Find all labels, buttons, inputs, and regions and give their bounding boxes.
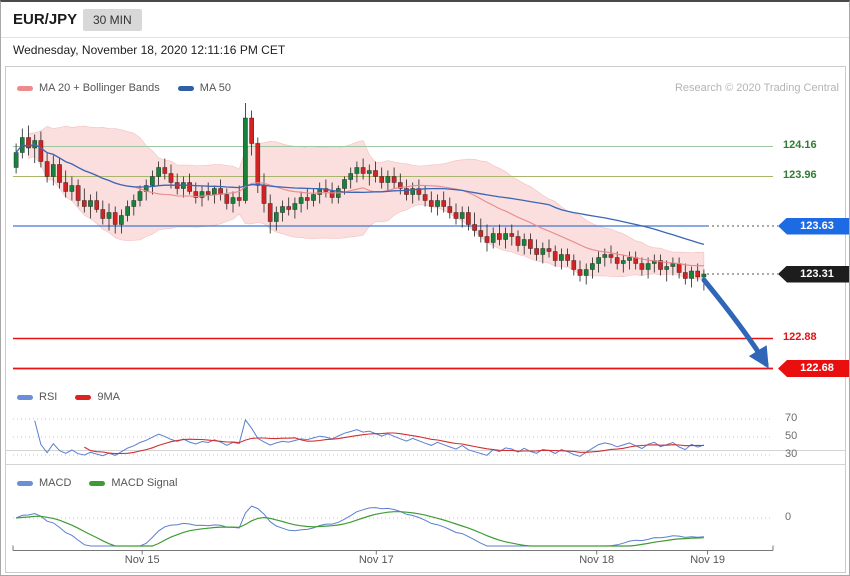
timeframe-badge[interactable]: 30 MIN (83, 9, 142, 31)
main-price-chart (13, 103, 778, 370)
chart-datetime: Wednesday, November 18, 2020 12:11:16 PM… (13, 43, 286, 57)
legend-item-macd: MACD (17, 477, 71, 489)
research-watermark: Research © 2020 Trading Central (674, 82, 839, 94)
x-axis (12, 545, 774, 555)
header: EUR/JPY 30 MIN (1, 2, 849, 38)
symbol-title: EUR/JPY (13, 11, 78, 28)
ma50-swatch-icon (177, 85, 194, 91)
chart-frame (5, 66, 846, 573)
legend-item-macd-signal: MACD Signal (89, 477, 177, 489)
legend-label-9ma: 9MA (97, 391, 120, 403)
rsi-9ma-swatch-icon (75, 394, 92, 400)
main-chart-legend: MA 20 + Bollinger Bands MA 50 (17, 82, 231, 94)
macd-panel-chart (13, 505, 773, 547)
legend-item-ma50: MA 50 (177, 82, 231, 94)
legend-item-rsi: RSI (17, 391, 57, 403)
rsi-swatch-icon (17, 394, 33, 400)
rsi-axis-label-30: 30 (785, 448, 798, 460)
panel-divider (6, 464, 845, 465)
macd-legend: MACD MACD Signal (17, 477, 177, 489)
panel-divider (6, 450, 845, 451)
legend-label-macd-signal: MACD Signal (111, 477, 178, 489)
rsi-legend: RSI 9MA (17, 391, 120, 403)
rsi-axis-label-70: 70 (785, 412, 798, 424)
legend-item-9ma: 9MA (75, 391, 120, 403)
legend-item-bollinger: MA 20 + Bollinger Bands (17, 82, 160, 94)
bollinger-swatch-icon (17, 85, 33, 91)
rsi-panel-chart (13, 418, 773, 457)
legend-label-ma50: MA 50 (199, 82, 231, 94)
macd-signal-swatch-icon (89, 480, 106, 486)
legend-label-ma20-bollinger: MA 20 + Bollinger Bands (39, 82, 160, 94)
legend-label-rsi: RSI (39, 391, 58, 403)
legend-label-macd: MACD (39, 477, 72, 489)
macd-axis-label-0: 0 (785, 511, 792, 523)
macd-swatch-icon (17, 480, 33, 486)
rsi-axis-label-50: 50 (785, 430, 798, 442)
